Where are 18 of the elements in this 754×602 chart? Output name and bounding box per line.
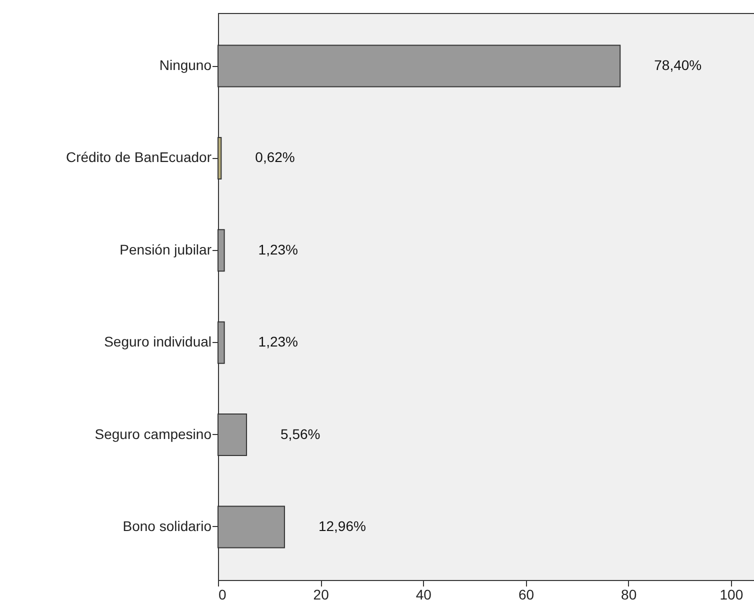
data-label: 1,23% — [258, 334, 298, 350]
data-label: 12,96% — [318, 518, 366, 534]
y-tick-label: Bono solidario — [122, 518, 212, 534]
y-tick-label: Ninguno — [159, 57, 212, 74]
data-label: 78,40% — [654, 57, 702, 74]
y-tick-label: Pensión jubilar — [120, 241, 212, 258]
y-tick-label: Crédito de BanEcuador — [66, 149, 212, 166]
x-tick-label: 100 — [720, 586, 744, 602]
data-label: 0,62% — [255, 149, 295, 166]
data-label: 5,56% — [280, 426, 320, 442]
x-tick-label: 20 — [313, 586, 330, 602]
x-tick-label: 80 — [621, 586, 637, 602]
x-tick-label: 0 — [218, 586, 226, 602]
x-tick-label: 60 — [518, 586, 534, 602]
y-tick-label: Seguro campesino — [94, 426, 212, 442]
y-tick-label: Seguro individual — [104, 334, 212, 350]
x-tick-label: 40 — [416, 586, 432, 602]
data-label: 1,23% — [258, 241, 298, 258]
